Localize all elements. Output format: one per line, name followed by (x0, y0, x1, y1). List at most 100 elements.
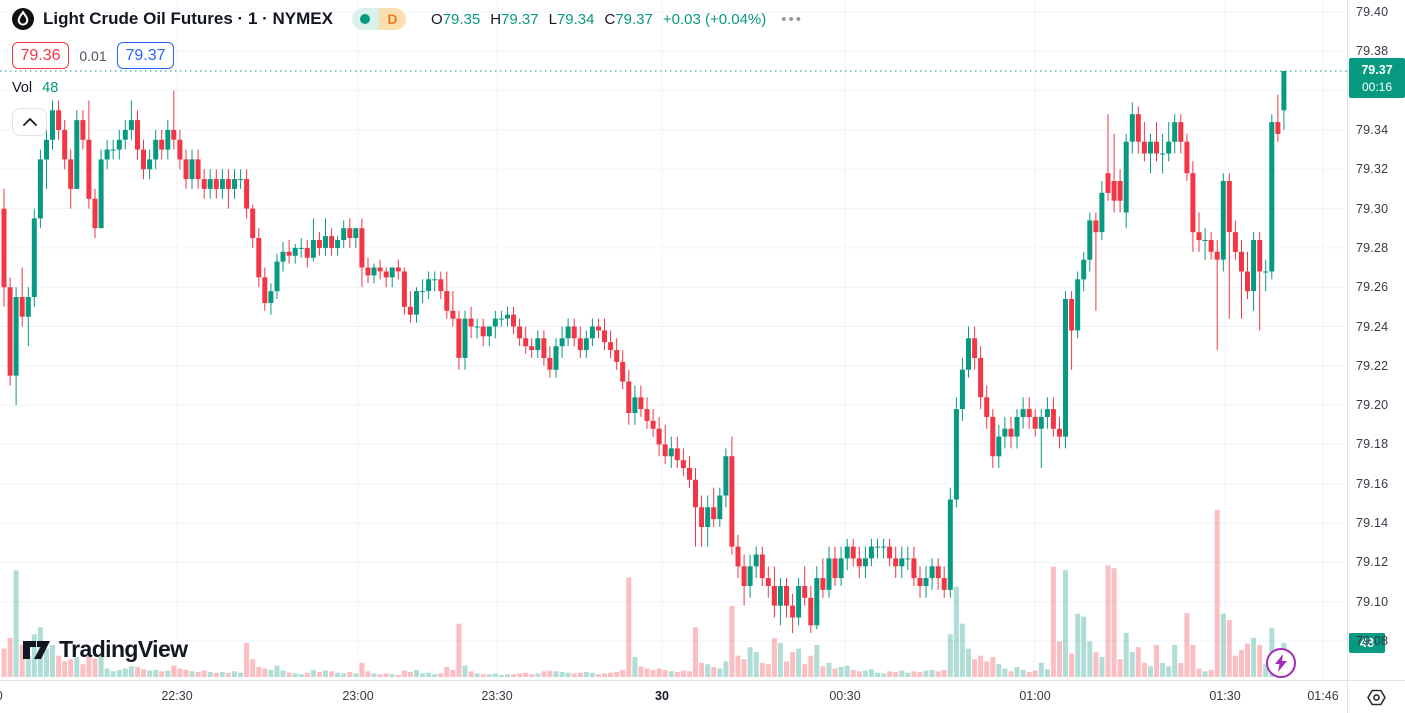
volume-bar (1057, 641, 1062, 677)
candle-body (480, 326, 486, 337)
price-axis[interactable]: 48 79.40 79.38 79.34 79.32 79.30 79.28 79.26 79… (1347, 0, 1405, 680)
candle-body (784, 586, 789, 606)
candle-body (917, 578, 923, 586)
time-tick-label: 30 (655, 689, 669, 703)
candle-body (1190, 173, 1196, 233)
volume-bar (147, 670, 153, 677)
volume-bar (323, 670, 328, 677)
volume-bar (310, 669, 316, 677)
volume-bar (529, 674, 535, 677)
volume-bar (420, 673, 426, 677)
candle-body (777, 586, 783, 606)
candle-body (1099, 192, 1105, 233)
candle-body (25, 297, 31, 317)
volume-bar (1069, 653, 1075, 677)
candle-body (1008, 428, 1014, 437)
spread-value: 0.01 (79, 47, 107, 64)
volume-bar (929, 669, 935, 677)
volume-bar (650, 669, 656, 677)
candle-body (596, 326, 601, 331)
candle-body (116, 139, 122, 150)
candle-body (1111, 181, 1117, 201)
candle-body (929, 566, 935, 579)
candle-body (984, 397, 990, 417)
volume-bar (972, 659, 978, 677)
tradingview-logo[interactable]: TradingView (22, 636, 188, 663)
volume-bar (31, 634, 37, 677)
candle-body (316, 240, 322, 248)
candle-body (1020, 409, 1026, 417)
volume-bar (1026, 672, 1032, 677)
candle-body (80, 120, 86, 140)
candle-body (717, 495, 723, 520)
candle-body (1196, 232, 1202, 241)
volume-bar (201, 670, 207, 677)
quick-trade-button[interactable] (1266, 648, 1296, 678)
volume-bar (219, 672, 225, 677)
low-value: 79.34 (556, 10, 595, 28)
candle-body (50, 110, 55, 140)
volume-bar (1184, 613, 1190, 677)
market-status-pill[interactable]: D (351, 8, 406, 30)
price-tick-label: 79.18 (1356, 437, 1389, 452)
last-price-value: 79.37 (1361, 63, 1393, 77)
candle-body (705, 507, 711, 527)
volume-bar (165, 670, 171, 677)
candle-body (1057, 428, 1062, 437)
volume-bar (941, 669, 947, 677)
time-tick-label: 01:46 (1307, 689, 1339, 703)
volume-bar (298, 674, 304, 677)
candle-body (292, 247, 298, 256)
volume-bar (1105, 565, 1111, 677)
candle-body (1166, 141, 1172, 154)
volume-bar (1014, 667, 1020, 677)
price-tick-label: 79.30 (1356, 201, 1389, 216)
time-axis[interactable]: 22:00 22:30 23:00 23:30 30 00:30 01:00 01:30 01:… (0, 680, 1347, 713)
candle-body (796, 586, 802, 618)
volume-bar (680, 670, 686, 677)
candle-body (650, 420, 656, 429)
candle-body (1105, 173, 1111, 193)
volume-bar (1117, 659, 1123, 677)
more-menu-icon[interactable]: ••• (781, 10, 804, 28)
volume-bar (777, 642, 783, 677)
candle-body (371, 267, 377, 276)
volume-bar (1123, 632, 1129, 677)
sell-button[interactable]: 79.36 (12, 42, 69, 69)
candle-body (201, 179, 207, 189)
volume-bar (966, 648, 971, 677)
volume-bar (286, 672, 292, 677)
volume-bar (1154, 645, 1159, 677)
time-tick-label: 22:30 (161, 689, 193, 703)
volume-bar (1141, 662, 1147, 677)
volume-bar (614, 672, 620, 677)
volume-bar (7, 637, 13, 677)
symbol-title[interactable]: Light Crude Oil Futures · 1 · NYMEX (43, 9, 333, 28)
volume-bar (462, 665, 468, 677)
buy-button[interactable]: 79.37 (117, 42, 174, 69)
volume-bar (474, 673, 480, 677)
volume-bar (735, 655, 741, 677)
candle-body (1129, 114, 1135, 142)
candle-body (141, 149, 146, 170)
volume-bar (832, 668, 838, 677)
candle-body (820, 578, 826, 590)
gear-icon[interactable] (1366, 687, 1387, 708)
time-tick-label: 23:30 (481, 689, 513, 703)
candle-body (887, 546, 893, 559)
candle-body (1239, 251, 1244, 272)
collapse-header-button[interactable] (12, 108, 47, 136)
candle-body (741, 566, 747, 586)
candle-body (262, 277, 268, 303)
volume-bar (699, 662, 705, 677)
change-value: +0.03 (+0.04%) (662, 10, 767, 28)
candle-body (996, 436, 1002, 457)
chart-pane[interactable] (0, 0, 1347, 680)
volume-bar (1020, 669, 1026, 677)
volume-bar (389, 674, 395, 677)
candle-body (1148, 141, 1153, 154)
candle-body (298, 247, 304, 249)
candle-body (808, 597, 814, 626)
volume-bar (62, 661, 68, 677)
candle-body (37, 159, 43, 219)
